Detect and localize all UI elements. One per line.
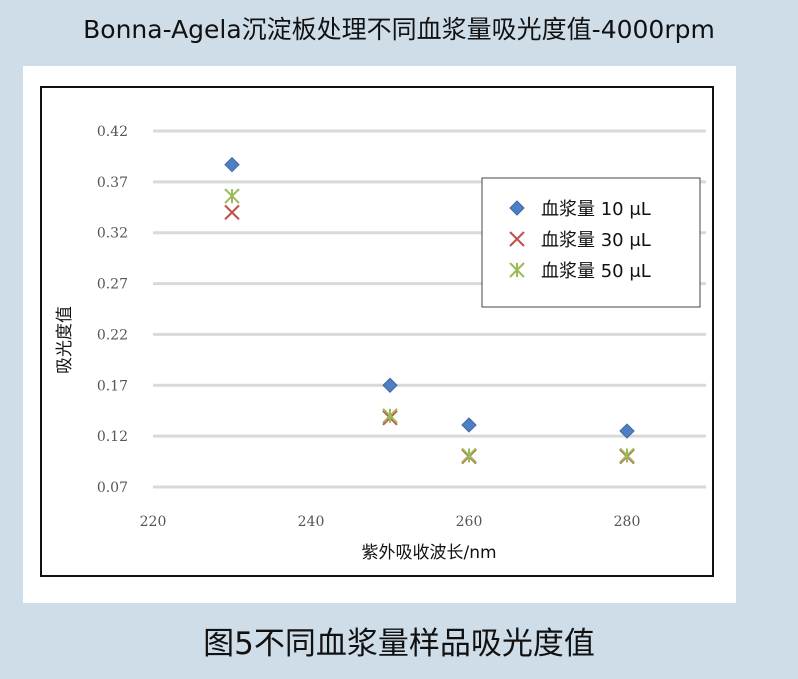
legend: 血浆量 10 μL 血浆量 30 μL 血浆量 50 μL (481, 177, 701, 308)
legend-marker-1 (509, 200, 525, 216)
data-point (382, 408, 398, 424)
legend-marker-3 (509, 262, 525, 278)
y-tick-label: 0.07 (97, 480, 128, 496)
y-axis-title: 吸光度值 (55, 306, 75, 374)
chart-frame (40, 86, 714, 577)
data-points (224, 156, 635, 465)
data-point (619, 447, 635, 464)
y-tick-labels: 0.07 0.12 0.17 0.22 0.27 0.32 0.37 0.42 (97, 124, 128, 496)
legend-label: 血浆量 10 μL (541, 199, 651, 220)
x-tick-labels: 220 240 260 280 (140, 514, 641, 530)
y-tick-label: 0.12 (97, 429, 128, 445)
x-tick-label: 220 (140, 514, 167, 530)
data-point (224, 204, 240, 221)
x-tick-label: 260 (456, 514, 483, 530)
y-tick-label: 0.42 (97, 124, 128, 140)
series-1 (224, 156, 635, 439)
y-tick-label: 0.22 (97, 327, 128, 343)
legend-label: 血浆量 50 μL (541, 261, 651, 282)
page-title: Bonna-Agela沉淀板处理不同血浆量吸光度值-4000rpm (83, 15, 715, 44)
legend-box (481, 177, 701, 308)
legend-marker-2 (509, 231, 525, 247)
x-tick-label: 240 (298, 514, 325, 530)
data-point (461, 447, 477, 464)
x-axis-title: 紫外吸收波长/nm (361, 543, 496, 563)
x-tick-label: 280 (614, 514, 641, 530)
data-point (619, 423, 635, 439)
data-point (224, 156, 240, 173)
data-point (382, 377, 398, 393)
y-tick-label: 0.27 (97, 277, 128, 293)
figure-caption: 图5不同血浆量样品吸光度值 (203, 626, 595, 662)
series-3 (224, 188, 635, 464)
y-tick-label: 0.17 (97, 378, 128, 394)
y-tick-label: 0.32 (97, 226, 128, 242)
legend-label: 血浆量 30 μL (541, 230, 651, 251)
data-point (224, 188, 240, 204)
grid-lines (153, 129, 706, 489)
data-point (461, 417, 477, 433)
y-tick-label: 0.37 (97, 175, 128, 191)
